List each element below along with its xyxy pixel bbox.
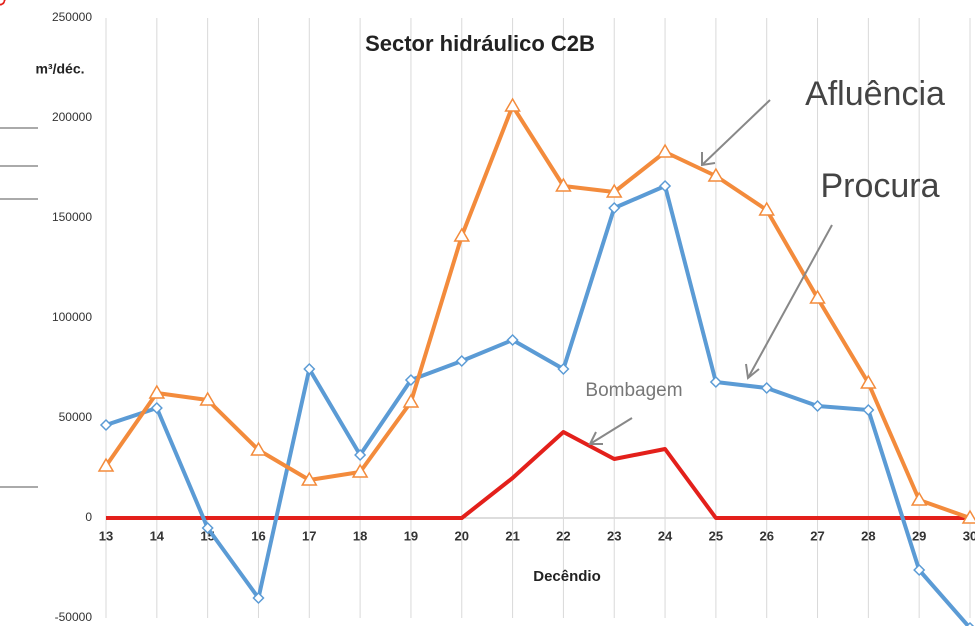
marker xyxy=(862,403,875,417)
marker xyxy=(709,375,722,389)
chart-title: Sector hidráulico C2B xyxy=(365,31,595,56)
x-tick-label: 21 xyxy=(505,528,519,543)
y-axis-label: m³/déc. xyxy=(35,61,84,77)
marker xyxy=(965,621,975,626)
annotation-arrows xyxy=(588,99,833,445)
y-tick-label: 150000 xyxy=(52,210,92,224)
series-line xyxy=(106,430,970,520)
x-tick-label: 22 xyxy=(556,528,570,543)
marker xyxy=(961,509,975,524)
marker xyxy=(506,333,519,347)
series-line xyxy=(105,184,971,626)
marker xyxy=(300,471,318,486)
x-tick-label: 28 xyxy=(861,528,875,543)
marker xyxy=(148,384,166,399)
x-tick-label: 16 xyxy=(251,528,265,543)
marker xyxy=(910,491,928,506)
marker xyxy=(0,0,6,6)
marker xyxy=(605,183,623,198)
x-tick-label: 26 xyxy=(759,528,773,543)
marker xyxy=(455,354,468,368)
x-tick-label: 20 xyxy=(455,528,469,543)
marker xyxy=(252,591,265,605)
x-tick-label: 18 xyxy=(353,528,367,543)
marker xyxy=(608,201,621,215)
marker xyxy=(656,143,674,158)
y-tick-label: 250000 xyxy=(52,10,92,24)
x-axis-label: Decêndio xyxy=(533,568,601,585)
cropped-table-lines xyxy=(0,127,38,488)
y-tick-label: 200000 xyxy=(52,110,92,124)
marker xyxy=(504,97,521,112)
series-annotation: Procura xyxy=(820,167,939,205)
marker xyxy=(860,374,877,389)
marker xyxy=(99,418,113,432)
x-tick-label: 14 xyxy=(150,528,165,543)
series-annotation: Afluência xyxy=(805,75,945,113)
marker xyxy=(658,179,672,193)
x-tick-label: 17 xyxy=(302,528,316,543)
marker xyxy=(453,227,471,242)
x-tick-label: 25 xyxy=(709,528,723,543)
x-tick-label: 19 xyxy=(404,528,418,543)
marker xyxy=(707,167,725,182)
marker xyxy=(402,393,420,408)
marker xyxy=(97,457,115,472)
marker xyxy=(150,401,163,415)
marker xyxy=(758,201,776,216)
y-tick-label: -50000 xyxy=(55,610,93,624)
x-tick-label: 30 xyxy=(963,528,975,543)
x-tick-label: 27 xyxy=(810,528,824,543)
series-line xyxy=(104,104,971,520)
marker xyxy=(351,463,369,478)
marker xyxy=(555,177,572,192)
x-tick-label: 23 xyxy=(607,528,621,543)
marker xyxy=(250,441,267,456)
marker xyxy=(303,362,316,376)
marker xyxy=(354,448,367,462)
marker xyxy=(557,362,570,376)
marker xyxy=(404,373,418,387)
marker xyxy=(201,521,214,535)
x-tick-label: 24 xyxy=(658,528,673,543)
marker xyxy=(913,563,926,577)
x-tick-label: 13 xyxy=(99,528,113,543)
y-tick-label: 50000 xyxy=(59,410,93,424)
marker xyxy=(811,399,824,413)
x-tick-label: 29 xyxy=(912,528,926,543)
marker xyxy=(760,381,773,395)
marker xyxy=(199,391,216,406)
marker xyxy=(809,289,826,304)
y-tick-label: 100000 xyxy=(52,310,92,324)
y-tick-label: 0 xyxy=(85,510,92,524)
series-annotation: Bombagem xyxy=(585,380,682,401)
